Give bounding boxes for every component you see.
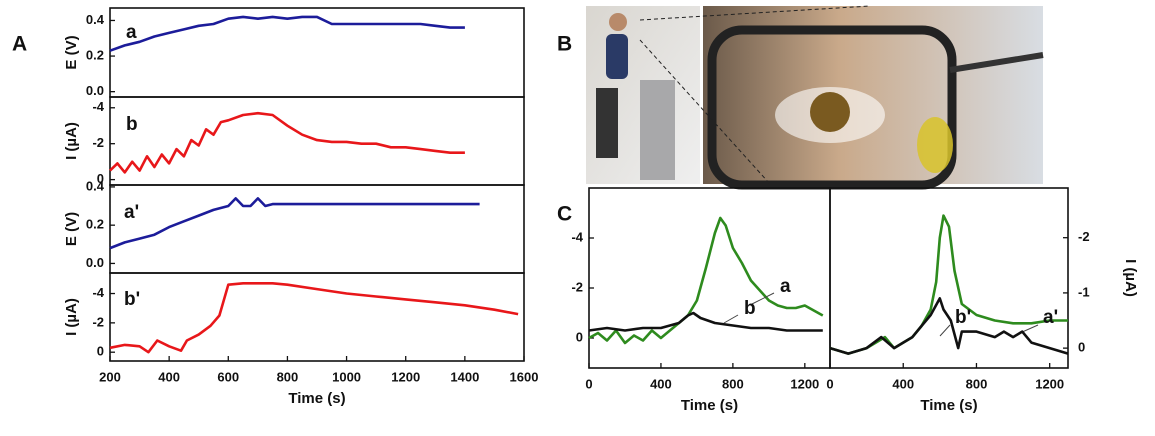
zoom-line xyxy=(639,39,771,185)
y-tick-label: -4 xyxy=(92,99,104,114)
y-axis-label: E (V) xyxy=(63,35,80,69)
plot-frame xyxy=(109,184,525,274)
y2-axis-label: I (µA) xyxy=(1122,259,1139,297)
series-label: b xyxy=(744,298,756,319)
y-tick-label: 0.2 xyxy=(86,47,104,62)
sensor xyxy=(917,117,953,173)
series-label: a xyxy=(126,22,137,43)
plot-frame xyxy=(109,272,525,362)
y-tick-label: -2 xyxy=(92,135,104,150)
x-tick-label: 800 xyxy=(277,369,299,384)
x-tick-label: 1000 xyxy=(332,369,361,384)
x-tick-label: 800 xyxy=(966,376,988,391)
x-tick-label: 0 xyxy=(826,376,833,391)
label-pointer xyxy=(751,292,775,305)
panel-label: A xyxy=(12,33,27,56)
y-tick-label: 0.2 xyxy=(86,217,104,232)
series-label: a' xyxy=(1043,307,1058,328)
y-axis-label: I (µA) xyxy=(63,122,80,160)
series-label: b xyxy=(126,114,138,135)
series-label: b' xyxy=(955,307,971,328)
seat xyxy=(596,88,618,158)
x-axis-label: Time (s) xyxy=(681,397,738,414)
plot-frame xyxy=(829,187,1069,369)
x-tick-label: 200 xyxy=(99,369,121,384)
x-tick-label: 1200 xyxy=(790,376,819,391)
y2-tick-label: 0 xyxy=(1078,340,1085,355)
x-tick-label: 1200 xyxy=(391,369,420,384)
y-axis-label: E (V) xyxy=(63,212,80,246)
y-tick-label: 0.4 xyxy=(86,178,105,193)
y-tick-label: 0 xyxy=(97,344,104,359)
glasses-frame xyxy=(707,25,957,190)
series-label: a' xyxy=(124,202,139,223)
x-tick-label: 800 xyxy=(722,376,744,391)
series-line xyxy=(109,197,480,250)
y2-tick-label: -1 xyxy=(1078,284,1090,299)
x-tick-label: 1200 xyxy=(1035,376,1064,391)
series-line xyxy=(109,111,465,174)
series-line xyxy=(109,282,519,354)
iris xyxy=(810,92,850,132)
temple xyxy=(949,52,1044,73)
x-tick-label: 400 xyxy=(158,369,180,384)
x-tick-label: 1600 xyxy=(510,369,539,384)
series-line xyxy=(588,311,823,332)
y-axis-label: I (µA) xyxy=(63,298,80,336)
x-axis-label: Time (s) xyxy=(920,397,977,414)
y-tick-label: 0.0 xyxy=(86,83,104,98)
x-tick-label: 400 xyxy=(650,376,672,391)
label-pointer xyxy=(939,324,951,337)
x-tick-label: 400 xyxy=(892,376,914,391)
series-line xyxy=(829,214,1068,355)
y-tick-label: -2 xyxy=(571,279,583,294)
label-pointer xyxy=(723,314,739,324)
y-tick-label: 0 xyxy=(97,171,104,186)
person-head xyxy=(609,13,627,31)
bike xyxy=(640,80,675,180)
series-line xyxy=(588,216,824,345)
zoom-line xyxy=(639,5,871,21)
y-tick-label: -2 xyxy=(92,314,104,329)
panel-label: C xyxy=(557,203,572,226)
series-line xyxy=(829,297,1069,355)
x-tick-label: 600 xyxy=(217,369,239,384)
y-tick-label: 0 xyxy=(576,329,583,344)
x-axis-label: Time (s) xyxy=(288,390,345,407)
series-label: b' xyxy=(124,289,140,310)
person-body xyxy=(606,34,628,79)
plot-frame xyxy=(109,7,525,98)
series-line xyxy=(109,15,465,52)
series-label: a xyxy=(780,276,791,297)
photo-eye xyxy=(703,6,1043,184)
y-tick-label: -4 xyxy=(92,285,104,300)
x-tick-label: 1400 xyxy=(450,369,479,384)
y-tick-label: 0.4 xyxy=(86,12,105,27)
photo-panel xyxy=(586,5,1044,190)
y-tick-label: 0.0 xyxy=(86,255,104,270)
y2-tick-label: -2 xyxy=(1078,229,1090,244)
x-tick-label: 0 xyxy=(585,376,592,391)
panel-label: B xyxy=(557,33,572,56)
y-tick-label: -4 xyxy=(571,229,583,244)
